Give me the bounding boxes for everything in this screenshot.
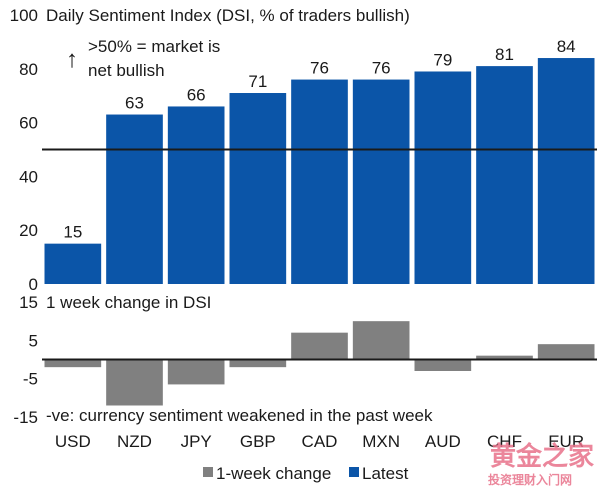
category-label-mxn: MXN bbox=[362, 432, 400, 451]
legend-label-1-week-change: 1-week change bbox=[216, 464, 331, 483]
up-arrow-icon: ↑ bbox=[66, 46, 78, 73]
category-label-cad: CAD bbox=[302, 432, 338, 451]
latest-bar-cad bbox=[291, 79, 348, 284]
latest-bar-aud bbox=[414, 71, 472, 285]
category-label-aud: AUD bbox=[425, 432, 461, 451]
top-ytick-label: 80 bbox=[19, 60, 38, 79]
change-bar-nzd bbox=[106, 359, 163, 406]
top-ytick-label: 40 bbox=[19, 167, 38, 186]
top-ytick-label: 60 bbox=[19, 114, 38, 133]
top-chart-title: Daily Sentiment Index (DSI, % of traders… bbox=[46, 6, 410, 25]
top-panel: Daily Sentiment Index (DSI, % of traders… bbox=[10, 6, 597, 294]
bottom-ytick-label: 15 bbox=[19, 293, 38, 312]
watermark: 黄金之家 投资理财入门网 bbox=[488, 441, 594, 487]
data-label-gbp: 71 bbox=[248, 72, 267, 91]
category-label-gbp: GBP bbox=[240, 432, 276, 451]
change-bar-mxn bbox=[352, 321, 410, 360]
latest-bar-jpy bbox=[167, 106, 225, 285]
change-bar-eur bbox=[537, 344, 595, 360]
change-bar-cad bbox=[291, 332, 348, 360]
category-label-jpy: JPY bbox=[181, 432, 212, 451]
top-ytick-label: 100 bbox=[10, 6, 38, 25]
legend-swatch-1-week-change bbox=[203, 467, 213, 477]
data-label-mxn: 76 bbox=[372, 59, 391, 78]
latest-bar-gbp bbox=[229, 93, 287, 284]
top-ytick-label: 20 bbox=[19, 221, 38, 240]
change-bar-aud bbox=[414, 359, 472, 371]
bottom-ytick-label: -5 bbox=[23, 370, 38, 389]
watermark-line-1: 黄金之家 bbox=[490, 441, 594, 471]
bottom-ytick-label: 5 bbox=[29, 331, 38, 350]
data-label-eur: 84 bbox=[557, 37, 576, 56]
bottom-panel: 1 week change in DSI -ve: currency senti… bbox=[13, 293, 597, 427]
data-label-cad: 76 bbox=[310, 59, 329, 78]
data-label-jpy: 66 bbox=[187, 85, 206, 104]
change-bar-chf bbox=[476, 355, 533, 360]
legend-swatch-latest bbox=[349, 467, 359, 477]
legend: 1-week change Latest bbox=[203, 464, 409, 483]
annotation-line-1: >50% = market is bbox=[88, 37, 220, 56]
category-label-chf: CHF bbox=[487, 432, 522, 451]
change-bar-jpy bbox=[167, 359, 225, 385]
annotation-line-2: net bullish bbox=[88, 61, 165, 80]
watermark-line-2: 投资理财入门网 bbox=[488, 472, 572, 487]
change-bar-gbp bbox=[229, 359, 287, 368]
data-label-nzd: 63 bbox=[125, 94, 144, 113]
latest-bar-chf bbox=[476, 66, 533, 284]
change-bar-usd bbox=[44, 359, 102, 368]
category-label-nzd: NZD bbox=[117, 432, 152, 451]
latest-bar-eur bbox=[537, 58, 595, 284]
latest-bar-nzd bbox=[106, 114, 163, 284]
category-label-usd: USD bbox=[55, 432, 91, 451]
data-label-chf: 81 bbox=[495, 45, 514, 64]
latest-bar-usd bbox=[44, 243, 102, 284]
data-label-aud: 79 bbox=[433, 50, 452, 69]
data-label-usd: 15 bbox=[63, 223, 82, 242]
bottom-ytick-label: -15 bbox=[13, 408, 38, 427]
legend-label-latest: Latest bbox=[362, 464, 409, 483]
bottom-chart-footnote: -ve: currency sentiment weakened in the … bbox=[46, 406, 433, 425]
category-label-eur: EUR bbox=[548, 432, 584, 451]
top-ytick-label: 0 bbox=[29, 275, 38, 294]
latest-bar-mxn bbox=[352, 79, 410, 284]
bottom-chart-title: 1 week change in DSI bbox=[46, 293, 211, 312]
